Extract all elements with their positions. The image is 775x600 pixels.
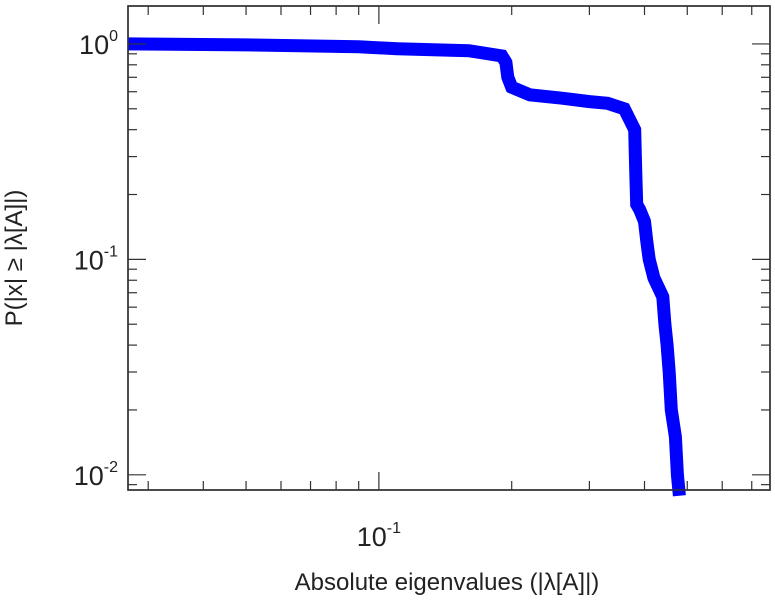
series-layer — [127, 37, 686, 497]
tick-layer — [127, 5, 771, 491]
y-tick-label: 10-1 — [74, 243, 118, 275]
x-tick-label: 10-1 — [357, 520, 401, 552]
y-tick-label: 100 — [79, 28, 118, 60]
y-tick-label: 10-2 — [74, 459, 118, 491]
y-axis-title: P(|x| ≥ |λ[A]|) — [1, 190, 28, 327]
series-line-0 — [127, 37, 686, 497]
x-axis-title: Absolute eigenvalues (|λ[A]|) — [295, 569, 600, 596]
label-layer: 100 10-1 10-2 10-1 — [74, 28, 401, 552]
plot-border-top — [127, 5, 771, 491]
